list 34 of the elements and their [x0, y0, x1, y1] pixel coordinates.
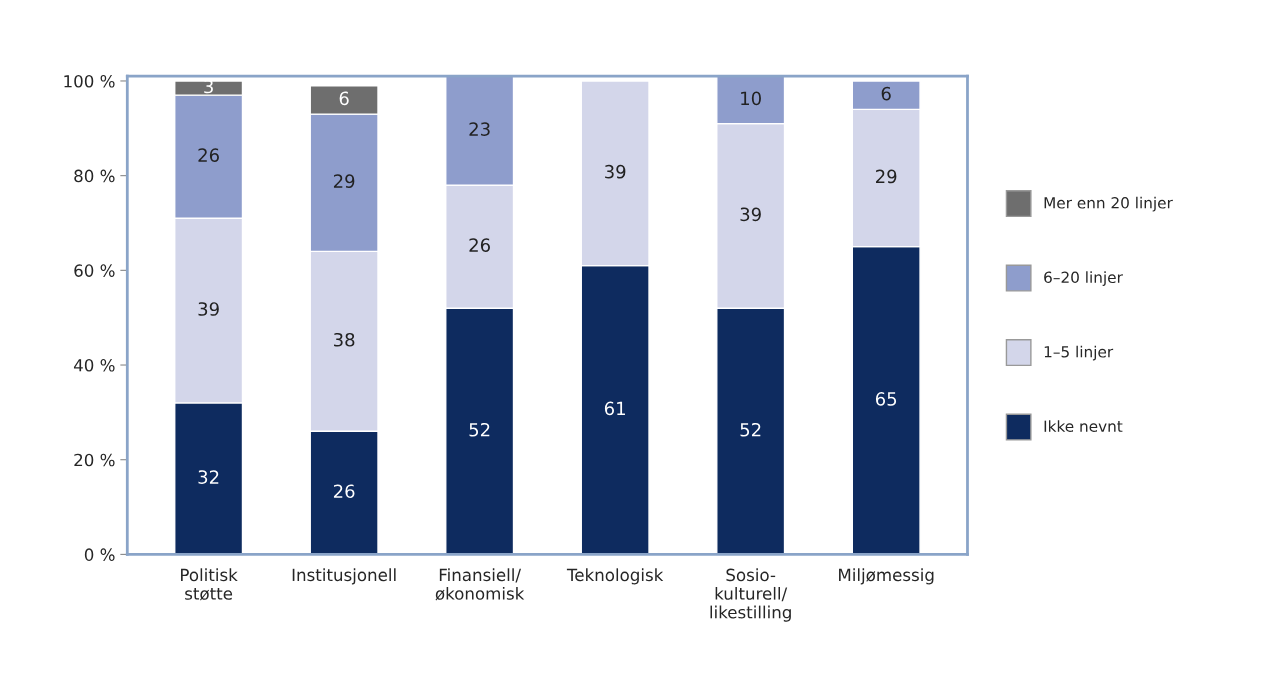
data-label: 39	[198, 302, 219, 316]
y-tick-label: 80 %	[74, 169, 115, 183]
x-tick-label: Institusjonell	[292, 568, 396, 585]
x-tick-label: Finansiell/ økonomisk	[435, 568, 525, 601]
legend-label: 6–20 linjer	[1044, 271, 1123, 287]
y-tick-label: 100 %	[64, 74, 115, 88]
data-label: 39	[740, 207, 761, 222]
data-label: 39	[605, 164, 626, 179]
x-tick-label: Sosio- kulturell/ likestilling	[710, 568, 791, 622]
data-label: 26	[333, 484, 355, 499]
data-label: 10	[741, 91, 761, 106]
legend-label: Mer enn 20 linjer	[1044, 196, 1173, 212]
legend-label: Ikke nevnt	[1044, 420, 1123, 433]
x-tick-label: Miljømessig	[839, 568, 934, 585]
y-tick-label: 60 %	[74, 264, 115, 277]
data-label: 6	[339, 91, 349, 106]
data-label: 32	[198, 470, 219, 484]
data-label: 52	[469, 422, 490, 437]
data-label: 26	[198, 148, 219, 162]
x-tick-label: Politisk støtte	[181, 568, 238, 601]
legend-label: 1–5 linjer	[1044, 345, 1114, 361]
x-tick-label: Teknologisk	[566, 568, 664, 585]
data-label: 52	[740, 422, 761, 437]
data-label: 23	[469, 122, 490, 136]
data-label: 65	[875, 392, 897, 406]
data-label: 29	[876, 169, 897, 184]
y-tick-label: 40 %	[73, 358, 115, 372]
data-label: 26	[469, 238, 490, 252]
data-label: 29	[333, 174, 355, 188]
data-label: 6	[881, 86, 891, 101]
data-label: 61	[604, 401, 625, 416]
y-tick-label: 0 %	[84, 548, 115, 561]
y-tick-label: 20 %	[74, 453, 115, 467]
data-label: 38	[334, 332, 355, 347]
